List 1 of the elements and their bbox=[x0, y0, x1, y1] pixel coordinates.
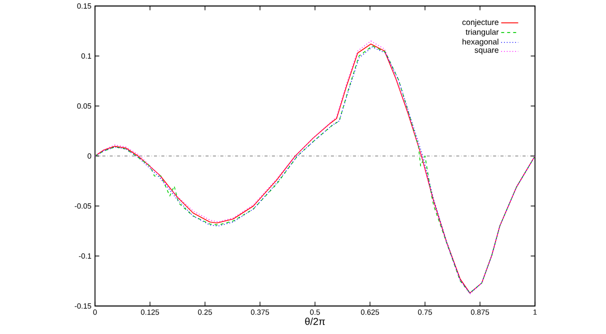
x-axis-title: θ/2π bbox=[305, 318, 325, 325]
